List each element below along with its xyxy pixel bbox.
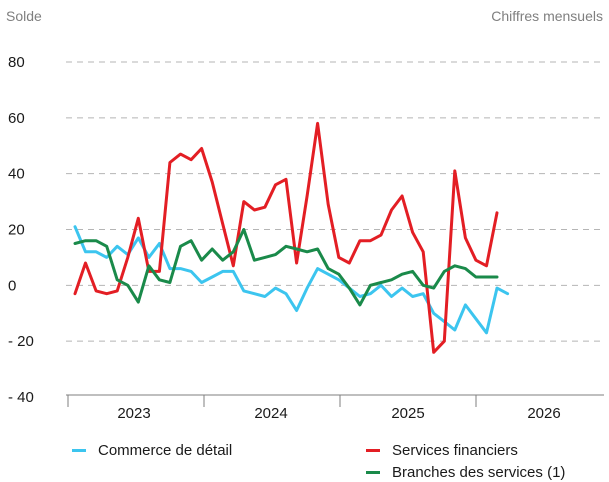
legend-label-branches-services: Branches des services (1): [392, 463, 566, 481]
legend-item-branches-services: Branches des services (1): [366, 462, 565, 482]
x-tick-label: 2024: [254, 405, 287, 422]
frequency-note: Chiffres mensuels: [491, 8, 603, 24]
legend-item-commerce: Commerce de détail: [72, 440, 232, 460]
y-tick-label: - 40: [8, 389, 34, 406]
y-tick-label: 40: [8, 166, 25, 183]
series-lines: [73, 121, 510, 354]
legend-item-services-financiers: Services financiers: [366, 440, 518, 460]
y-tick-label: 0: [8, 277, 16, 294]
series-commerce-de-detail: [73, 225, 510, 335]
x-tick-label: 2025: [391, 405, 424, 422]
y-axis: 80 60 40 20 0 - 20 - 40: [8, 54, 34, 406]
legend-label-commerce: Commerce de détail: [98, 441, 233, 459]
y-tick-label: - 20: [8, 333, 34, 350]
series-branches-des-services: [73, 228, 499, 307]
x-axis: 2023 2024 2025 2026: [66, 394, 604, 422]
y-tick-label: 60: [8, 110, 25, 127]
gridlines: [66, 61, 604, 342]
legend-swatch-services-financiers: [366, 448, 380, 452]
y-axis-title: Solde: [6, 8, 42, 24]
x-tick-label: 2023: [117, 405, 150, 422]
legend-swatch-commerce: [72, 448, 86, 452]
legend-swatch-branches-services: [366, 470, 380, 474]
y-tick-label: 20: [8, 222, 25, 239]
y-tick-label: 80: [8, 54, 25, 71]
x-tick-label: 2026: [527, 405, 560, 422]
legend-label-services-financiers: Services financiers: [392, 441, 518, 459]
